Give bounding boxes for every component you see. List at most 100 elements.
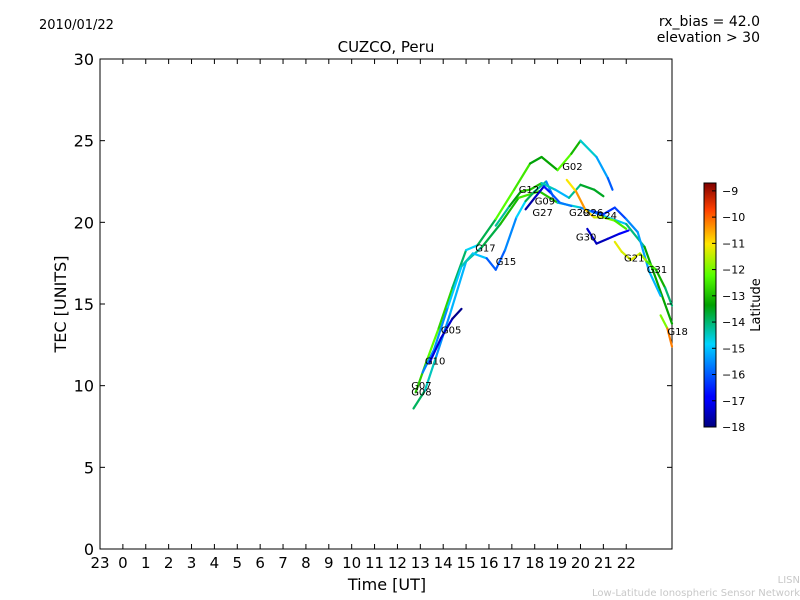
satellite-label: G02	[562, 162, 582, 173]
trace-segment	[439, 317, 454, 340]
satellite-label: G31	[647, 265, 667, 276]
trace-segment	[471, 252, 488, 260]
trace-segment	[494, 204, 511, 227]
date-label: 2010/01/22	[39, 18, 114, 33]
trace-segment	[451, 249, 468, 289]
x-tick-label: 9	[324, 554, 334, 572]
trace-segment	[449, 260, 468, 315]
x-tick-label: 19	[548, 554, 567, 572]
y-tick-label: 5	[84, 458, 94, 477]
trace-segment	[643, 245, 674, 325]
trace-segment	[654, 268, 667, 289]
trace-segment	[645, 260, 658, 271]
x-tick-label: 15	[457, 554, 476, 572]
trace-segment	[565, 178, 578, 193]
rx-bias-label: rx_bias = 42.0 elevation > 30	[657, 14, 760, 46]
satellite-label: G27	[532, 208, 552, 219]
x-axis-label: Time [UT]	[347, 575, 426, 594]
trace-segment	[583, 208, 596, 219]
x-tick-label: 1	[141, 554, 151, 572]
trace-segment	[618, 229, 630, 235]
series-G30	[586, 227, 630, 245]
y-axis-label: TEC [UNITS]	[51, 256, 70, 354]
trace-segment	[586, 227, 598, 245]
x-tick-label: 8	[301, 554, 311, 572]
satellite-label: G15	[496, 257, 516, 268]
colorbar-tick-label: −9	[722, 185, 738, 198]
colorbar-tick-label: −15	[722, 342, 745, 355]
colorbar-tick-label: −11	[722, 237, 745, 250]
x-tick-label: 5	[233, 554, 243, 572]
satellite-label: G21	[624, 254, 644, 265]
trace-segment	[613, 219, 628, 230]
trace-segment	[625, 218, 639, 234]
trace-segment	[437, 286, 454, 330]
colorbar-label: Latitude	[749, 278, 764, 332]
trace-segment	[540, 155, 559, 172]
trace-segment	[494, 188, 516, 221]
trace-segment	[579, 183, 596, 191]
x-tick-label: 17	[502, 554, 521, 572]
series-G29	[565, 178, 628, 230]
trace-segment	[524, 190, 536, 203]
series-G05	[428, 307, 463, 364]
trace-segment	[666, 327, 674, 348]
trace-segment	[494, 249, 507, 271]
trace-segment	[620, 250, 632, 261]
series-G24	[590, 206, 662, 297]
trace-segment	[528, 155, 543, 165]
trace-segment	[574, 190, 587, 211]
y-tick-label: 25	[74, 132, 94, 151]
satellite-label: G08	[411, 388, 431, 399]
satellite-label: G26	[583, 208, 603, 219]
series-G12	[494, 182, 605, 227]
trace-segment	[549, 191, 562, 204]
y-tick-label: 20	[74, 213, 94, 232]
trace-segment	[602, 206, 616, 216]
trace-segment	[481, 222, 502, 248]
x-tick-label: 7	[278, 554, 288, 572]
x-tick-label: 22	[617, 554, 636, 572]
satellite-label: G17	[475, 244, 495, 255]
trace-segment	[519, 188, 532, 193]
series-G21	[613, 240, 674, 307]
x-tick-label: 13	[411, 554, 430, 572]
x-tick-label: 12	[388, 554, 407, 572]
satellite-label: G10	[425, 356, 445, 367]
trace-segment	[503, 216, 518, 252]
trace-segment	[476, 218, 497, 247]
trace-segment	[446, 265, 463, 309]
trace-segment	[421, 348, 436, 374]
trace-segment	[485, 257, 497, 271]
trace-segment	[595, 237, 610, 245]
trace-segment	[593, 188, 605, 198]
trace-segment	[423, 355, 438, 392]
trace-segment	[590, 209, 605, 216]
colorbar-tick-label: −12	[722, 264, 745, 277]
y-tick-label: 10	[74, 377, 94, 396]
trace-segment	[556, 152, 573, 172]
y-tick-label: 15	[74, 295, 94, 314]
trace-segment	[538, 190, 559, 204]
colorbar-gradient	[703, 182, 717, 428]
colorbar-tick-label: −14	[722, 316, 745, 329]
trace-segment	[629, 252, 642, 261]
colorbar-ticks: −9 −10 −11 −12 −13 −14 −15 −16 −17 −18	[712, 185, 745, 434]
satellite-label: G12	[519, 185, 539, 196]
colorbar: −9 −10 −11 −12 −13 −14 −15 −16 −17 −18 Latitude	[703, 182, 764, 434]
satellite-label: G29	[569, 208, 589, 219]
footer-org-short: LISN	[777, 575, 800, 586]
y-axis: 0 5 10 15 20 25 30	[74, 50, 672, 559]
x-axis: 23 0 1 2 3 4 5 6 7 8 9 10 11 12 13 14 15 16 17 18 19 20 21 22	[90, 59, 636, 572]
trace-segment	[508, 190, 523, 208]
trace-segment	[570, 139, 582, 155]
trace-segment	[432, 306, 449, 351]
x-tick-label: 14	[434, 554, 453, 572]
trace-segment	[558, 201, 573, 208]
trace-segment	[638, 252, 648, 263]
elevation-text: elevation > 30	[656, 30, 760, 46]
x-tick-label: 0	[118, 554, 128, 572]
satellite-label: G18	[667, 327, 687, 338]
trace-segment	[595, 155, 610, 180]
